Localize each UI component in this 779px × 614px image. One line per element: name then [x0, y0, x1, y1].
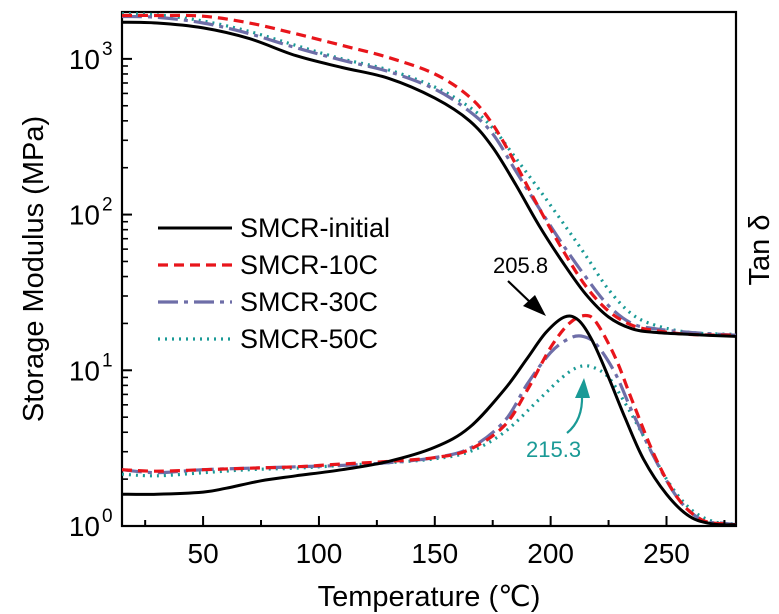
- smcr-10c-tan-delta-line: [122, 313, 736, 526]
- x-axis-title: Temperature (℃): [318, 581, 541, 613]
- legend-label-smcr-50c: SMCR-50C: [240, 324, 378, 354]
- smcr-30c-storage-modulus-line: [122, 14, 736, 337]
- y-tick-exponent: 1: [102, 350, 113, 371]
- series-layer: [122, 12, 736, 526]
- legend-label-smcr-30c: SMCR-30C: [240, 287, 378, 317]
- x-tick-label: 50: [188, 538, 219, 569]
- annotation-arrow-shaft: [507, 280, 532, 304]
- x-tick-label: 100: [296, 538, 343, 569]
- y-tick-label: 10: [69, 200, 100, 231]
- x-tick-label: 150: [411, 538, 458, 569]
- smcr-initial-tan-delta-line: [122, 314, 736, 526]
- smcr-initial-storage-modulus-line: [122, 20, 736, 338]
- y-tick-label: 10: [69, 511, 100, 542]
- legend-label-smcr-10c: SMCR-10C: [240, 250, 378, 280]
- smcr-50c-tan-delta-line: [122, 364, 736, 526]
- y-tick-exponent: 3: [102, 39, 113, 60]
- annotation-peak-initial: 205.8: [493, 253, 548, 278]
- y-tick-exponent: 2: [102, 195, 113, 216]
- y-tick-label: 10: [69, 44, 100, 75]
- x-tick-label: 250: [643, 538, 690, 569]
- plot-frame: [120, 10, 738, 528]
- y2-axis-title: Tan δ: [744, 215, 776, 286]
- y-tick-label: 10: [69, 355, 100, 386]
- smcr-50c-storage-modulus-line: [122, 12, 736, 336]
- annotation-arrow-shaft: [566, 394, 584, 434]
- annotation-layer: 205.8 215.3: [493, 253, 590, 462]
- legend-label-smcr-initial: SMCR-initial: [240, 213, 390, 243]
- y-tick-exponent: 0: [102, 506, 113, 527]
- annotation-arrow-head: [523, 295, 546, 316]
- annotation-peak-50c: 215.3: [526, 437, 581, 462]
- x-tick-label: 200: [527, 538, 574, 569]
- annotation-arrow-head: [575, 378, 590, 398]
- legend: SMCR-initial SMCR-10C SMCR-30C SMCR-50C: [158, 213, 390, 354]
- y-axis-title: Storage Modulus (MPa): [18, 116, 50, 422]
- smcr-10c-storage-modulus-line: [122, 13, 736, 337]
